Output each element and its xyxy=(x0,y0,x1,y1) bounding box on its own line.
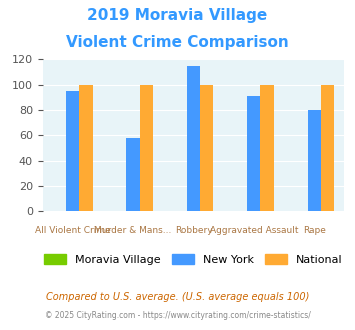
Text: Aggravated Assault: Aggravated Assault xyxy=(209,226,298,235)
Text: Murder & Mans...: Murder & Mans... xyxy=(94,226,172,235)
Legend: Moravia Village, New York, National: Moravia Village, New York, National xyxy=(40,250,347,269)
Bar xyxy=(321,85,334,211)
Text: All Violent Crime: All Violent Crime xyxy=(35,226,111,235)
Bar xyxy=(200,85,213,211)
Text: Violent Crime Comparison: Violent Crime Comparison xyxy=(66,35,289,50)
Bar xyxy=(66,91,80,211)
Bar xyxy=(187,66,200,211)
Text: Robbery: Robbery xyxy=(175,226,212,235)
Bar xyxy=(247,96,261,211)
Bar xyxy=(307,110,321,211)
Bar xyxy=(140,85,153,211)
Text: Compared to U.S. average. (U.S. average equals 100): Compared to U.S. average. (U.S. average … xyxy=(46,292,309,302)
Bar xyxy=(126,138,140,211)
Bar xyxy=(80,85,93,211)
Bar xyxy=(261,85,274,211)
Text: 2019 Moravia Village: 2019 Moravia Village xyxy=(87,8,268,23)
Text: Rape: Rape xyxy=(303,226,326,235)
Text: © 2025 CityRating.com - https://www.cityrating.com/crime-statistics/: © 2025 CityRating.com - https://www.city… xyxy=(45,311,310,320)
